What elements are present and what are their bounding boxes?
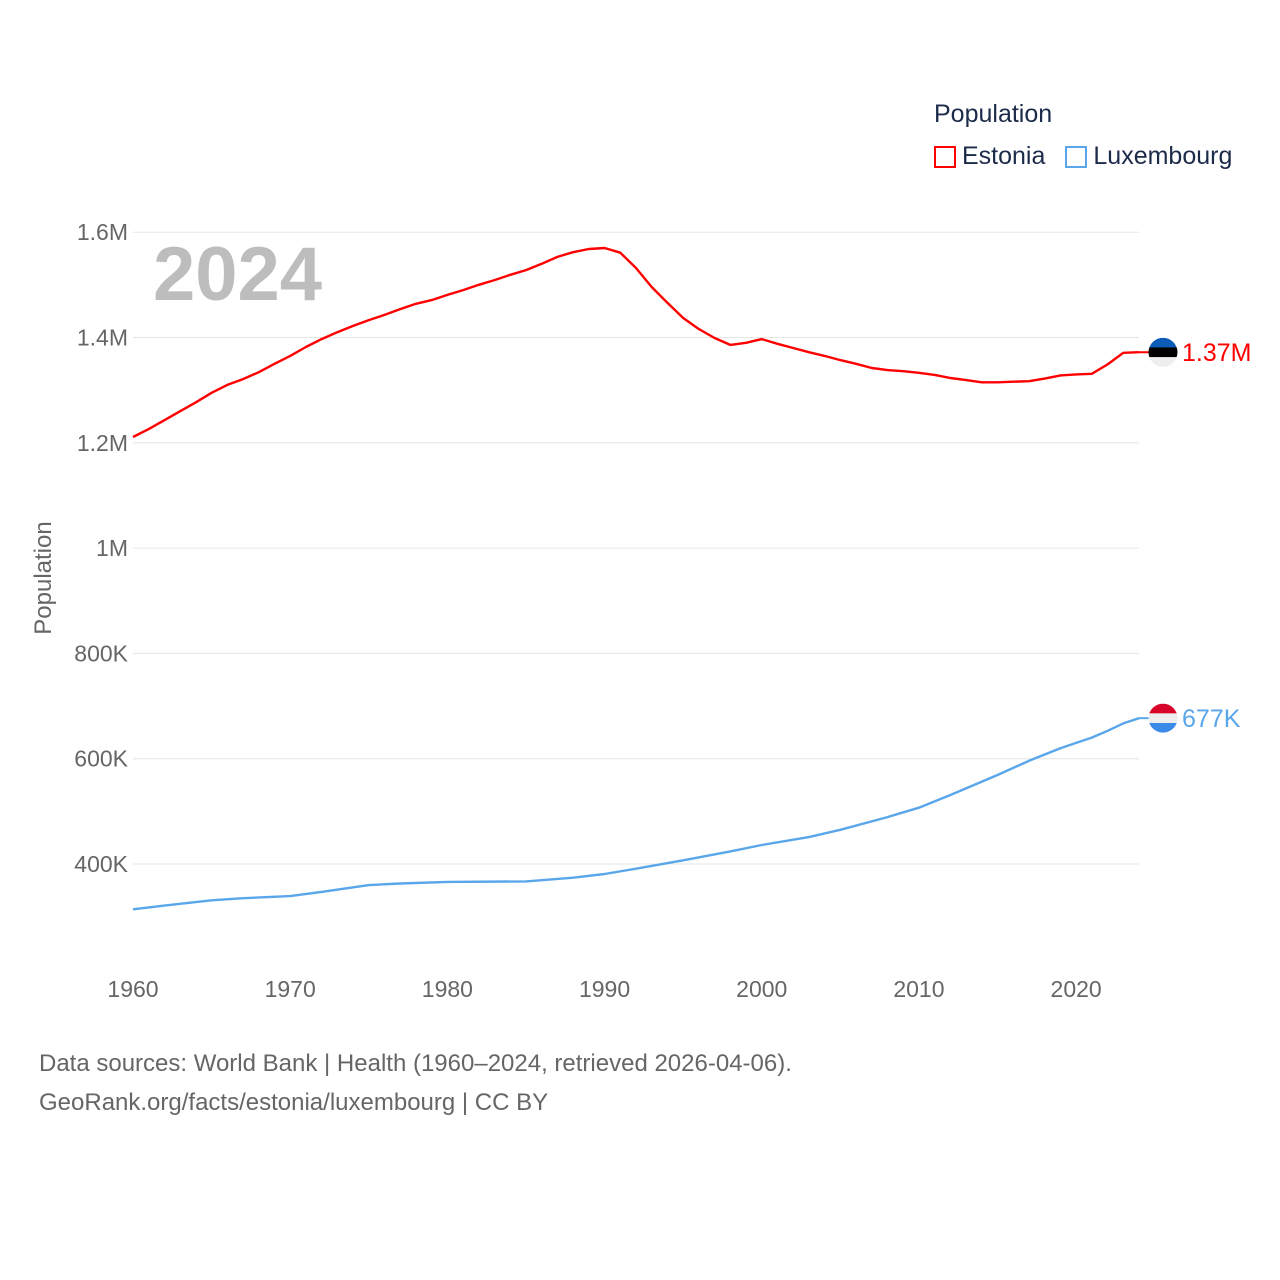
flag-stripe [1148,357,1178,367]
flag-stripe [1148,722,1178,733]
series-line-luxembourg [132,717,1140,911]
y-tick-label: 800K [74,640,128,666]
x-tick-label: 1990 [579,976,630,1002]
flag-stripe [1148,713,1178,724]
legend-label: Luxembourg [1093,142,1233,170]
flag-stripe [1148,337,1178,348]
series-line-estonia [132,246,1140,439]
legend-swatch-luxembourg [1065,145,1088,168]
legend-label: Estonia [962,142,1046,170]
x-tick-label: 2020 [1051,976,1102,1002]
luxembourg-flag-icon [1148,703,1178,733]
x-tick-label: 1970 [265,976,316,1002]
y-tick-label: 1.2M [77,430,128,456]
legend-swatch-estonia [934,145,956,168]
legend-item-estonia[interactable]: Estonia [934,142,1045,171]
estonia-flag-icon [1148,337,1178,367]
y-tick-label: 1.4M [77,325,128,351]
y-axis-label: Population [30,521,57,634]
legend: Estonia Luxembourg [934,142,1252,171]
end-value-label: 1.37M [1182,339,1251,367]
flag-stripe [1148,703,1178,714]
y-tick-label: 600K [74,746,128,772]
y-tick-label: 1M [96,535,128,561]
flag-stripe [1148,347,1178,358]
year-watermark: 2024 [153,232,322,317]
end-value-label: 677K [1182,705,1241,733]
footer: Data sources: World Bank | Health (1960–… [39,1044,792,1122]
y-tick-label: 1.6M [77,219,128,245]
attribution: GeoRank.org/facts/estonia/luxembourg | C… [39,1089,549,1116]
source-note: Data sources: World Bank | Health (1960–… [39,1050,792,1077]
y-tick-label: 400K [74,851,128,877]
x-tick-label: 1960 [107,976,158,1002]
legend-title: Population [934,100,1053,128]
x-tick-label: 1980 [422,976,473,1002]
x-tick-label: 2000 [736,976,787,1002]
legend-item-luxembourg[interactable]: Luxembourg [1065,142,1232,171]
x-tick-label: 2010 [893,976,944,1002]
